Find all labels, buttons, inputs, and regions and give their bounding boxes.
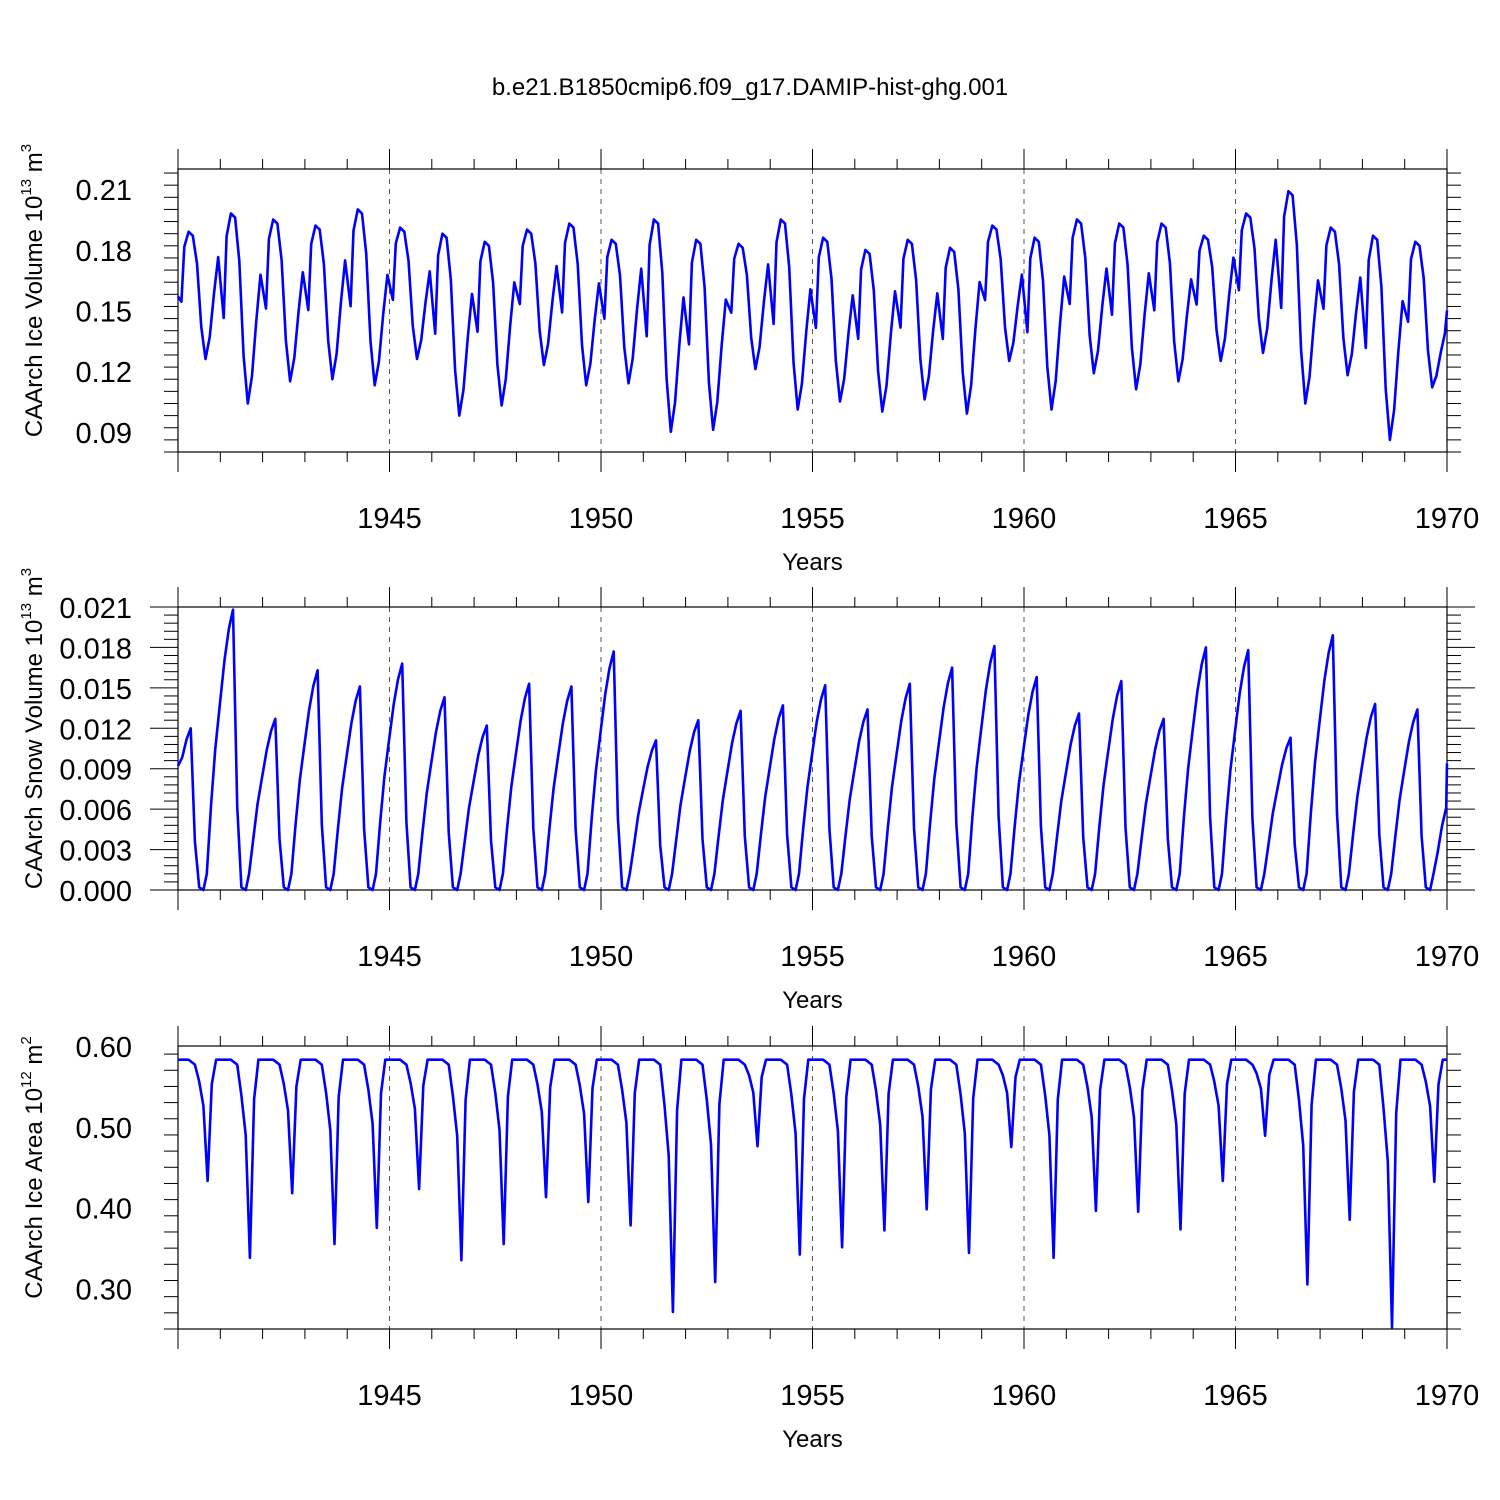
x-tick-label: 1960	[992, 1380, 1057, 1412]
x-tick-label: 1950	[569, 941, 634, 973]
y-axis-label-unit-exponent: 3	[18, 144, 35, 152]
x-tick-label: 1950	[569, 503, 634, 535]
chart-panel-ice-area: 1945 1950 1955 1960 1965 1970 Years 0.30 0.40 0.5…	[18, 1026, 1479, 1453]
y-axis-label: CAArch Snow Volume 1013 m3	[18, 568, 48, 889]
x-axis-label: Years	[782, 1426, 843, 1453]
y-tick-label: 0.40	[76, 1194, 132, 1226]
x-tick-label: 1965	[1203, 941, 1268, 973]
y-tick-label: 0.30	[76, 1275, 132, 1307]
y-axis-label-unit: m	[21, 152, 48, 179]
y-tick-label: 0.003	[59, 836, 132, 868]
y-axis-label: CAArch Ice Area 1012 m2	[18, 1036, 48, 1298]
x-tick-label: 1970	[1415, 941, 1480, 973]
x-tick-label: 1970	[1415, 1380, 1480, 1412]
y-axis-label-base: CAArch Snow Volume 10	[21, 620, 48, 889]
y-tick-label: 0.009	[59, 755, 132, 787]
x-tick-label: 1950	[569, 1380, 634, 1412]
y-tick-label: 0.15	[76, 297, 132, 329]
y-axis-label-exponent: 13	[18, 179, 35, 196]
x-tick-label: 1960	[992, 503, 1057, 535]
y-tick-label: 0.015	[59, 674, 132, 706]
y-tick-label: 0.12	[76, 357, 132, 389]
y-tick-label: 0.021	[59, 593, 132, 625]
y-tick-label: 0.60	[76, 1032, 132, 1064]
chart-panel-ice-volume: 1945 1950 1955 1960 1965 1970 Years 0.09 0.12 0.1…	[18, 144, 1479, 576]
chart-panel-snow-volume: 1945 1950 1955 1960 1965 1970 Years 0.000 0.003 0…	[18, 568, 1479, 1014]
series-line-ice-volume	[176, 189, 1449, 442]
y-axis-label-base: CAArch Ice Area 10	[21, 1088, 48, 1299]
y-tick-label: 0.000	[59, 876, 132, 908]
y-tick-label: 0.50	[76, 1113, 132, 1145]
figure-title: b.e21.B1850cmip6.f09_g17.DAMIP-hist-ghg.…	[492, 74, 1008, 101]
y-tick-label: 0.21	[76, 175, 132, 207]
x-tick-label: 1955	[780, 503, 845, 535]
y-axis-label: CAArch Ice Volume 1013 m3	[18, 144, 48, 437]
y-tick-label: 0.18	[76, 236, 132, 268]
x-tick-label: 1945	[357, 1380, 422, 1412]
y-axis-label-exponent: 13	[18, 603, 35, 620]
panels: 1945 1950 1955 1960 1965 1970 Years 0.09 0.12 0.1…	[18, 144, 1479, 1453]
x-tick-label: 1945	[357, 503, 422, 535]
x-axis-label: Years	[782, 549, 843, 576]
y-tick-label: 0.012	[59, 714, 132, 746]
series-line-ice-area	[178, 1058, 1447, 1329]
x-tick-label: 1965	[1203, 1380, 1268, 1412]
y-tick-label: 0.006	[59, 795, 132, 827]
x-tick-label: 1955	[780, 941, 845, 973]
x-tick-label: 1965	[1203, 503, 1268, 535]
x-tick-label: 1960	[992, 941, 1057, 973]
y-axis-label-unit-exponent: 3	[18, 568, 35, 576]
y-tick-label: 0.018	[59, 633, 132, 665]
y-axis-label-unit: m	[21, 576, 48, 603]
x-tick-label: 1945	[357, 941, 422, 973]
y-axis-label-base: CAArch Ice Volume 10	[21, 196, 48, 437]
y-tick-label: 0.09	[76, 418, 132, 450]
x-tick-label: 1970	[1415, 503, 1480, 535]
x-tick-label: 1955	[780, 1380, 845, 1412]
y-axis-label-unit-exponent: 2	[18, 1036, 35, 1044]
series-line-snow-volume	[176, 608, 1449, 892]
y-axis-label-exponent: 12	[18, 1071, 35, 1088]
x-axis-label: Years	[782, 987, 843, 1014]
y-axis-label-unit: m	[21, 1045, 48, 1072]
